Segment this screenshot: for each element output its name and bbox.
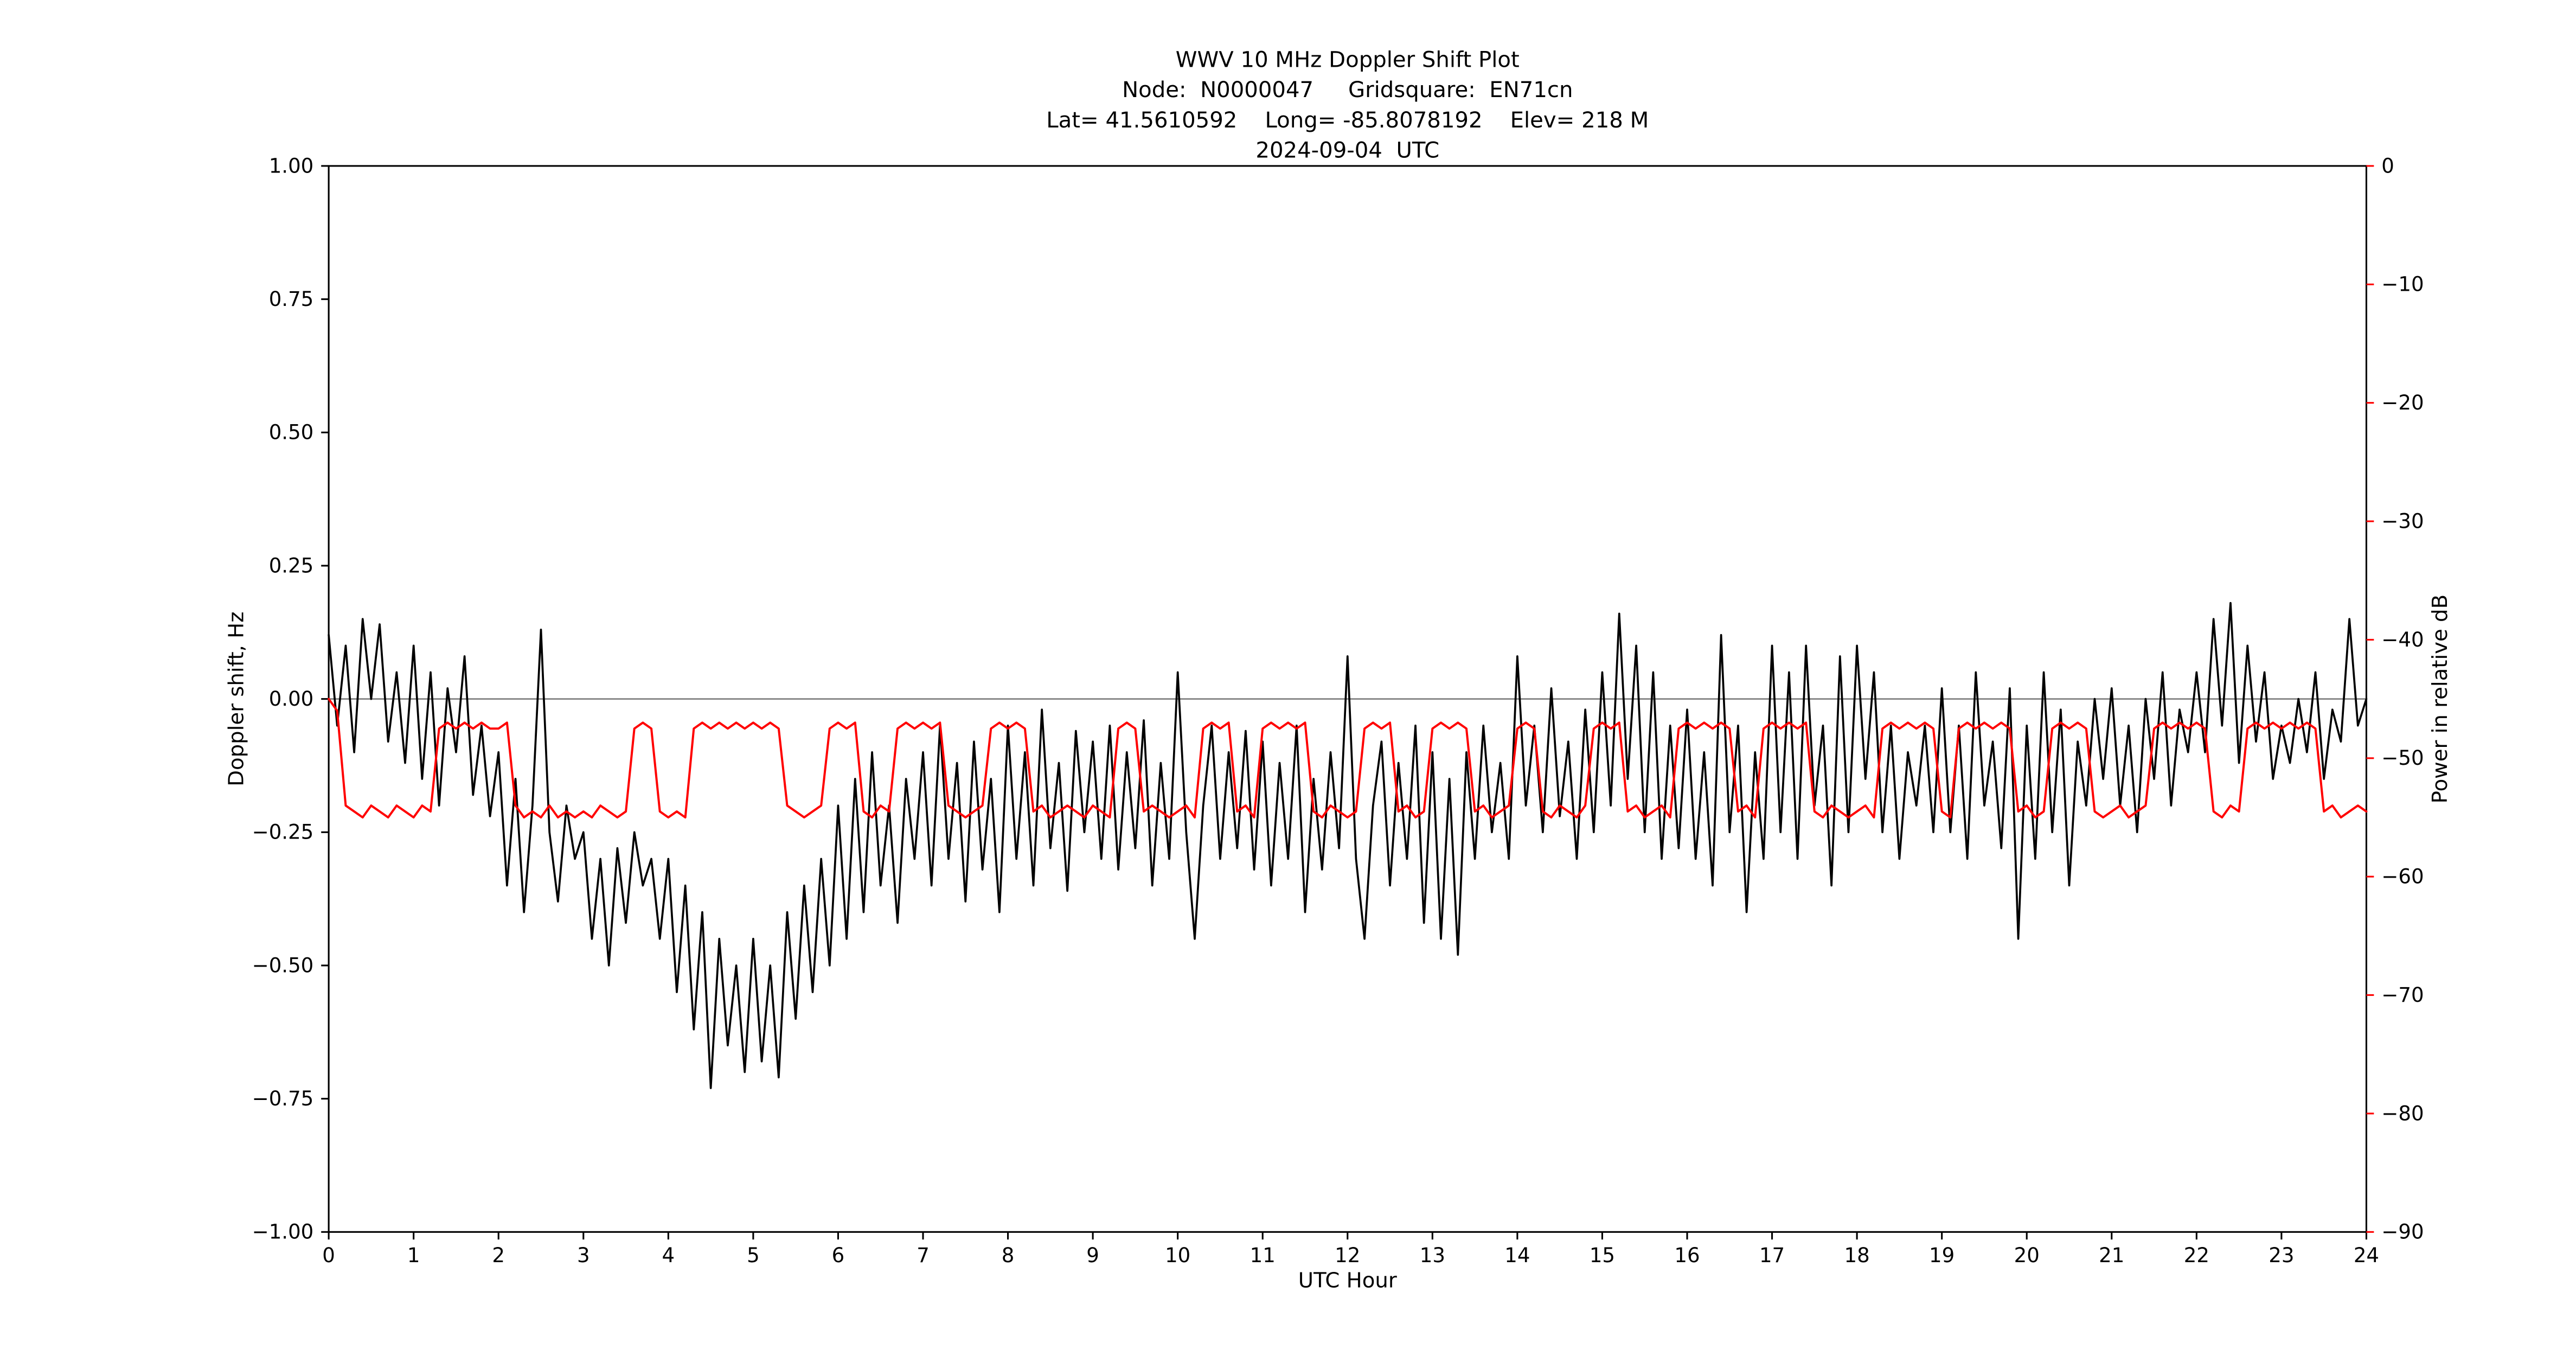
x-tick-label: 9: [1086, 1244, 1099, 1267]
x-tick-label: 19: [1929, 1244, 1955, 1267]
x-tick-label: 7: [917, 1244, 930, 1267]
left-y-tick-label: −1.00: [252, 1220, 314, 1244]
right-y-tick-label: −70: [2381, 983, 2424, 1007]
power-series-line: [328, 698, 2368, 819]
right-y-tick-label: −20: [2381, 391, 2424, 414]
left-y-tick-label: 0.75: [269, 287, 314, 311]
x-tick-label: 10: [1165, 1244, 1190, 1267]
x-tick-label: 8: [1002, 1244, 1015, 1267]
right-y-tick-label: −30: [2381, 509, 2424, 533]
left-y-axis-label: Doppler shift, Hz: [224, 612, 248, 786]
x-tick-label: 14: [1504, 1244, 1530, 1267]
right-y-axis-label: Power in relative dB: [2428, 594, 2452, 803]
doppler-series-line: [328, 602, 2368, 1089]
x-tick-label: 12: [1335, 1244, 1360, 1267]
right-y-tick-label: −40: [2381, 628, 2424, 651]
x-tick-label: 16: [1674, 1244, 1700, 1267]
x-tick-label: 1: [407, 1244, 420, 1267]
right-y-tick-label: −90: [2381, 1220, 2424, 1244]
right-y-tick-label: −10: [2381, 273, 2424, 296]
x-tick-label: 21: [2099, 1244, 2124, 1267]
right-y-tick-label: −60: [2381, 865, 2424, 888]
right-y-axis-ticks: 0 −10 −20 −30 −40 −50 −60 −70 −80 −90: [2366, 154, 2424, 1244]
x-tick-label: 20: [2014, 1244, 2040, 1267]
x-tick-label: 15: [1590, 1244, 1615, 1267]
x-tick-label: 5: [747, 1244, 760, 1267]
x-tick-label: 18: [1844, 1244, 1870, 1267]
right-y-tick-label: 0: [2381, 154, 2394, 177]
left-y-tick-label: 0.25: [269, 554, 314, 577]
x-tick-label: 11: [1250, 1244, 1276, 1267]
series-lines: [328, 602, 2368, 1089]
x-axis-ticks: 0 1 2 3 4 5 6 7 8 9 10 11 12 13 14 15 16 17 18 19 20 21 22 23 24: [322, 1232, 2379, 1267]
x-tick-label: 22: [2184, 1244, 2209, 1267]
plot-title-line-3: Lat= 41.5610592 Long= -85.8078192 Elev= …: [1046, 108, 1649, 133]
left-y-tick-label: 0.00: [269, 687, 314, 711]
plot-title-line-1: WWV 10 MHz Doppler Shift Plot: [1176, 48, 1520, 73]
left-y-tick-label: 0.50: [269, 421, 314, 444]
x-tick-label: 23: [2269, 1244, 2294, 1267]
right-y-tick-label: −50: [2381, 746, 2424, 770]
left-y-axis-ticks: 1.00 0.75 0.50 0.25 0.00 −0.25 −0.50 −0.75 −1.00: [252, 154, 329, 1244]
plot-title-line-4: 2024-09-04 UTC: [1255, 138, 1439, 163]
plot-title-line-2: Node: N0000047 Gridsquare: EN71cn: [1122, 78, 1573, 103]
x-tick-label: 13: [1420, 1244, 1445, 1267]
x-tick-label: 3: [577, 1244, 590, 1267]
x-tick-label: 0: [322, 1244, 335, 1267]
x-tick-label: 4: [662, 1244, 675, 1267]
x-tick-label: 24: [2354, 1244, 2379, 1267]
x-tick-label: 2: [492, 1244, 505, 1267]
left-y-tick-label: −0.50: [252, 954, 314, 977]
x-tick-label: 17: [1759, 1244, 1785, 1267]
left-y-tick-label: 1.00: [269, 154, 314, 177]
x-tick-label: 6: [832, 1244, 845, 1267]
left-y-tick-label: −0.25: [252, 821, 314, 844]
right-y-tick-label: −80: [2381, 1102, 2424, 1125]
left-y-tick-label: −0.75: [252, 1087, 314, 1110]
x-axis-label: UTC Hour: [1298, 1268, 1397, 1293]
